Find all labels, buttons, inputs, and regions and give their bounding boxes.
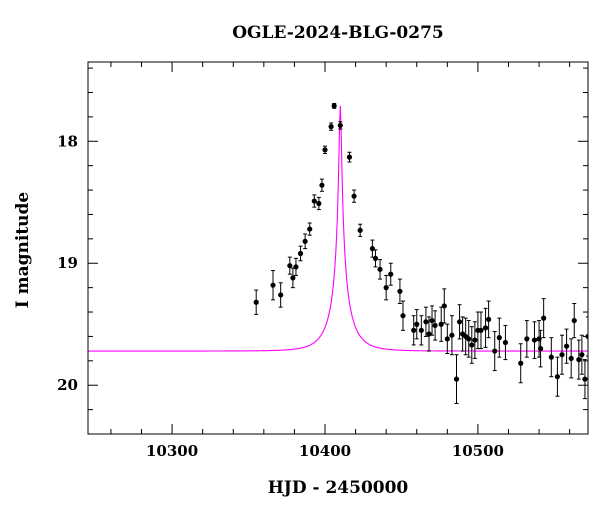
- data-point: [571, 317, 577, 324]
- data-point: [253, 299, 259, 305]
- data-point: [270, 282, 276, 288]
- data-point: [502, 339, 509, 346]
- data-point: [537, 346, 544, 352]
- data-point: [290, 275, 296, 281]
- data-point: [478, 327, 484, 333]
- data-point: [559, 352, 565, 358]
- data-point: [524, 336, 530, 342]
- x-tick-label: 10500: [452, 442, 504, 460]
- data-point: [531, 337, 538, 343]
- model-layer: [88, 105, 588, 352]
- axes-layer: 10300 10400 10500 18 19 20: [57, 61, 589, 460]
- data-point: [518, 360, 524, 366]
- data-point: [426, 331, 432, 337]
- data-point: [397, 288, 403, 294]
- y-tick-label: 18: [57, 132, 78, 150]
- x-axis-label: HJD - 2450000: [267, 478, 409, 498]
- data-point: [568, 355, 574, 361]
- data-point: [576, 357, 582, 363]
- data-point: [411, 327, 417, 333]
- data-point: [432, 322, 438, 329]
- data-point: [438, 321, 444, 327]
- data-point: [316, 200, 322, 207]
- data-point: [311, 198, 317, 204]
- points-layer: [253, 102, 588, 405]
- data-point: [554, 374, 561, 380]
- data-point: [319, 182, 325, 188]
- data-point: [331, 103, 337, 109]
- data-point: [466, 336, 472, 342]
- data-point: [429, 317, 435, 324]
- data-point: [351, 193, 357, 199]
- model-curve: [88, 105, 588, 352]
- data-point: [541, 315, 547, 321]
- data-point: [579, 352, 585, 358]
- data-point: [388, 271, 394, 277]
- data-point: [563, 343, 570, 349]
- data-point: [372, 255, 379, 261]
- data-point: [456, 319, 463, 325]
- y-tick-label: 20: [57, 376, 78, 394]
- data-point: [337, 122, 343, 129]
- data-point: [492, 348, 498, 354]
- data-point: [377, 266, 383, 272]
- chart-title: OGLE-2024-BLG-0275: [232, 23, 444, 43]
- data-point: [383, 285, 389, 291]
- data-point: [548, 354, 554, 360]
- data-point: [486, 316, 492, 322]
- data-point: [472, 337, 478, 343]
- data-point: [307, 226, 313, 232]
- data-point: [418, 327, 424, 333]
- data-point: [444, 336, 450, 342]
- plot-frame: [87, 61, 589, 435]
- data-point: [278, 292, 284, 298]
- data-point: [293, 264, 299, 270]
- data-point: [582, 376, 588, 382]
- data-point: [287, 263, 293, 269]
- data-point: [414, 321, 420, 327]
- data-point: [369, 246, 376, 252]
- data-point: [441, 303, 447, 309]
- x-tick-label: 10400: [299, 442, 351, 460]
- data-point: [453, 376, 460, 382]
- data-point: [469, 342, 475, 348]
- data-point: [357, 227, 363, 233]
- data-point: [423, 319, 429, 325]
- data-point: [346, 154, 353, 160]
- x-tick-label: 10300: [146, 442, 198, 460]
- data-point: [328, 124, 334, 130]
- data-point: [400, 313, 406, 319]
- data-point: [449, 332, 455, 338]
- y-tick-label: 19: [57, 254, 78, 272]
- data-point: [297, 250, 304, 257]
- data-point: [302, 238, 308, 244]
- data-point: [482, 325, 489, 331]
- data-point: [496, 335, 502, 341]
- data-point: [322, 147, 328, 153]
